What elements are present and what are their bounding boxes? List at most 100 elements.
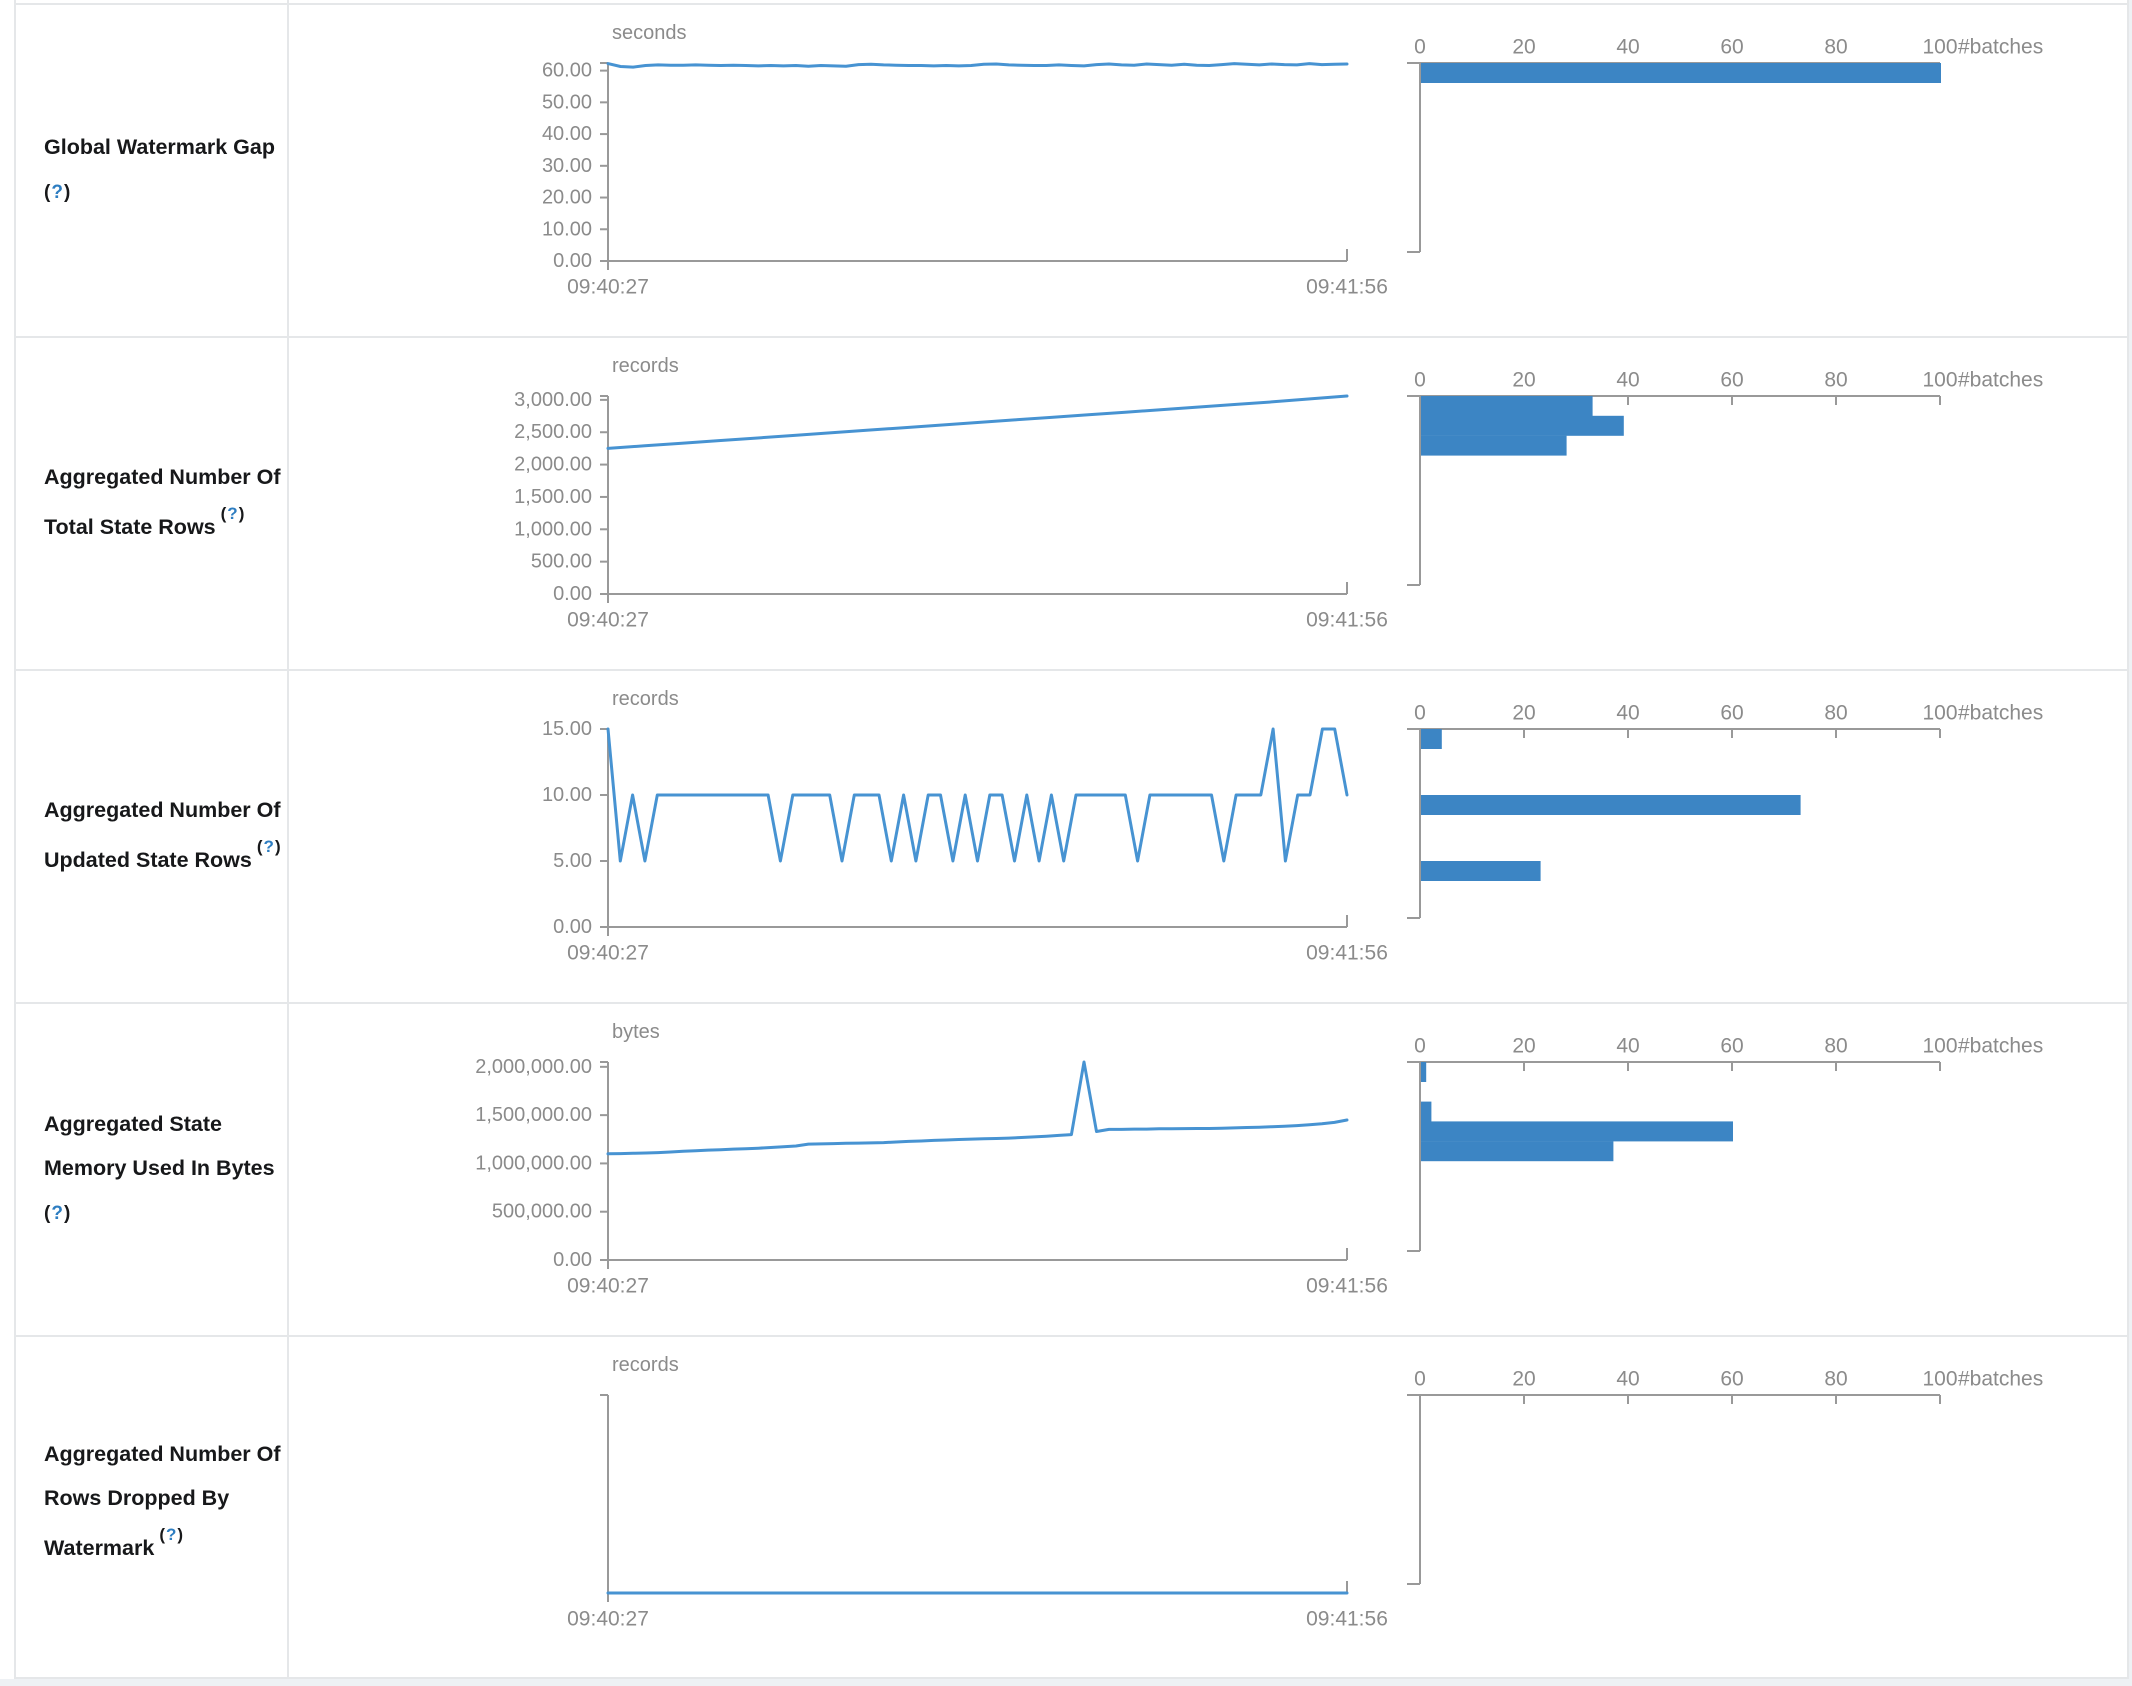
y-tick-label: 0.00 xyxy=(553,250,592,272)
hist-tick-label: 0 xyxy=(1414,36,1426,59)
x-end-time-label: 09:41:56 xyxy=(1306,609,1388,632)
x-end-time-label: 09:41:56 xyxy=(1306,942,1388,965)
help-paren-close: ) xyxy=(63,1202,72,1224)
help-link[interactable]: ? xyxy=(166,1525,178,1545)
y-tick-label: 2,500.00 xyxy=(514,421,592,443)
y-tick-label: 1,500.00 xyxy=(514,486,592,508)
column-divider xyxy=(14,0,16,1679)
hist-tick-label: 80 xyxy=(1824,702,1847,725)
row-divider xyxy=(14,1002,2128,1004)
hist-tick-label: 20 xyxy=(1512,36,1535,59)
timeline-chart: records 15.00 10.00 5.00 0.00 09:40:27 09:41:5… xyxy=(542,688,1388,965)
hist-tick-label: 100 xyxy=(1922,1035,1957,1058)
row-divider xyxy=(14,1335,2128,1337)
y-axis-unit-label: records xyxy=(612,688,679,710)
y-tick-label: 15.00 xyxy=(542,718,592,740)
help-paren-close: ) xyxy=(238,504,246,524)
y-tick-label: 0.00 xyxy=(553,583,592,605)
y-tick-label: 0.00 xyxy=(553,916,592,938)
histogram-bar xyxy=(1421,435,1567,456)
hist-tick-label: 40 xyxy=(1616,702,1639,725)
metric-label-cell: Aggregated Number Of Total State Rows(?) xyxy=(16,336,287,669)
hist-tick-label: 80 xyxy=(1824,1035,1847,1058)
help-paren-open: ( xyxy=(256,837,264,857)
help-link[interactable]: ? xyxy=(263,837,275,857)
histogram-bar xyxy=(1421,1101,1432,1122)
help-link[interactable]: ? xyxy=(51,181,64,203)
histogram-bar xyxy=(1421,795,1801,815)
hist-tick-label: 100 xyxy=(1922,369,1957,392)
y-tick-label: 10.00 xyxy=(542,218,592,240)
help-indicator: (?) xyxy=(44,182,71,203)
hist-tick-label: 40 xyxy=(1616,369,1639,392)
hist-axis-title: #batches xyxy=(1958,702,2043,725)
help-paren-open: ( xyxy=(44,1202,52,1224)
hist-tick-label: 60 xyxy=(1720,1035,1743,1058)
metric-charts: bytes 2,000,000.00 1,500,000.00 1,000,000.0… xyxy=(475,1021,2043,1298)
hist-tick-label: 0 xyxy=(1414,1035,1426,1058)
hist-tick-label: 60 xyxy=(1720,1368,1743,1391)
hist-tick-label: 80 xyxy=(1824,369,1847,392)
metric-label: Aggregated Number Of xyxy=(44,465,281,490)
y-tick-label: 20.00 xyxy=(542,187,592,209)
metric-label: Updated State Rows xyxy=(44,848,252,873)
column-divider xyxy=(2127,0,2129,1679)
help-paren-open: ( xyxy=(44,181,52,203)
y-tick-label: 10.00 xyxy=(542,784,592,806)
metric-label-cell: Aggregated Number Of Updated State Rows(?… xyxy=(16,669,287,1002)
hist-tick-label: 0 xyxy=(1414,1368,1426,1391)
hist-axis-title: #batches xyxy=(1958,1035,2043,1058)
y-tick-label: 1,000.00 xyxy=(514,518,592,540)
metric-charts: seconds 60.00 50.00 40.00 30.00 20.00 10.00 0.0… xyxy=(542,22,2043,299)
hist-tick-label: 100 xyxy=(1922,36,1957,59)
histogram-bar xyxy=(1421,63,1941,83)
x-start-time-label: 09:40:27 xyxy=(567,276,649,299)
help-paren-open: ( xyxy=(220,504,228,524)
hist-tick-label: 40 xyxy=(1616,1368,1639,1391)
timeline-chart: seconds 60.00 50.00 40.00 30.00 20.00 10.00 0.0… xyxy=(542,22,1388,299)
help-paren-close: ) xyxy=(274,837,282,857)
help-indicator: (?) xyxy=(159,1525,184,1544)
y-tick-label: 50.00 xyxy=(542,91,592,113)
histogram-chart: 0 20 40 60 80 100 #batches xyxy=(1407,36,2043,253)
row-divider xyxy=(14,1677,2128,1679)
histogram-bar xyxy=(1421,415,1624,436)
x-end-time-label: 09:41:56 xyxy=(1306,1275,1388,1298)
metric-label-cell: Aggregated Number Of Rows Dropped By Water… xyxy=(16,1335,287,1668)
y-tick-label: 30.00 xyxy=(542,155,592,177)
metric-label: Global Watermark Gap xyxy=(44,134,275,159)
hist-tick-label: 0 xyxy=(1414,369,1426,392)
hist-tick-label: 40 xyxy=(1616,36,1639,59)
help-paren-close: ) xyxy=(177,1525,185,1545)
x-start-time-label: 09:40:27 xyxy=(567,942,649,965)
metric-charts: records 09:40:27 09:41:56 0 20 40 60 80 100 #batc… xyxy=(567,1354,2043,1631)
row-divider xyxy=(14,336,2128,338)
histogram-chart: 0 20 40 60 80 100 #batches xyxy=(1407,1368,2043,1585)
timeline-line xyxy=(606,394,1349,450)
hist-tick-label: 60 xyxy=(1720,369,1743,392)
timeline-chart: records 09:40:27 09:41:56 xyxy=(567,1354,1388,1631)
help-link[interactable]: ? xyxy=(227,504,239,524)
x-end-time-label: 09:41:56 xyxy=(1306,1608,1388,1631)
hist-tick-label: 80 xyxy=(1824,36,1847,59)
metric-label: Watermark xyxy=(44,1536,155,1561)
hist-axis-title: #batches xyxy=(1958,1368,2043,1391)
help-link[interactable]: ? xyxy=(51,1202,64,1224)
hist-axis-title: #batches xyxy=(1958,369,2043,392)
y-axis-unit-label: seconds xyxy=(612,22,687,44)
y-tick-label: 500,000.00 xyxy=(492,1201,592,1223)
row-divider xyxy=(14,3,2128,5)
metric-label-cell: Aggregated State Memory Used In Bytes (?) xyxy=(16,1002,287,1335)
hist-tick-label: 40 xyxy=(1616,1035,1639,1058)
metric-label: Aggregated Number Of xyxy=(44,1442,281,1467)
histogram-bar xyxy=(1421,861,1541,881)
y-axis-unit-label: records xyxy=(612,1354,679,1376)
histogram-bar xyxy=(1421,1141,1614,1162)
column-divider xyxy=(287,0,289,1679)
help-paren-close: ) xyxy=(63,181,72,203)
histogram-chart: 0 20 40 60 80 100 #batches xyxy=(1407,702,2043,919)
x-start-time-label: 09:40:27 xyxy=(567,1608,649,1631)
metric-label: Total State Rows xyxy=(44,515,216,540)
